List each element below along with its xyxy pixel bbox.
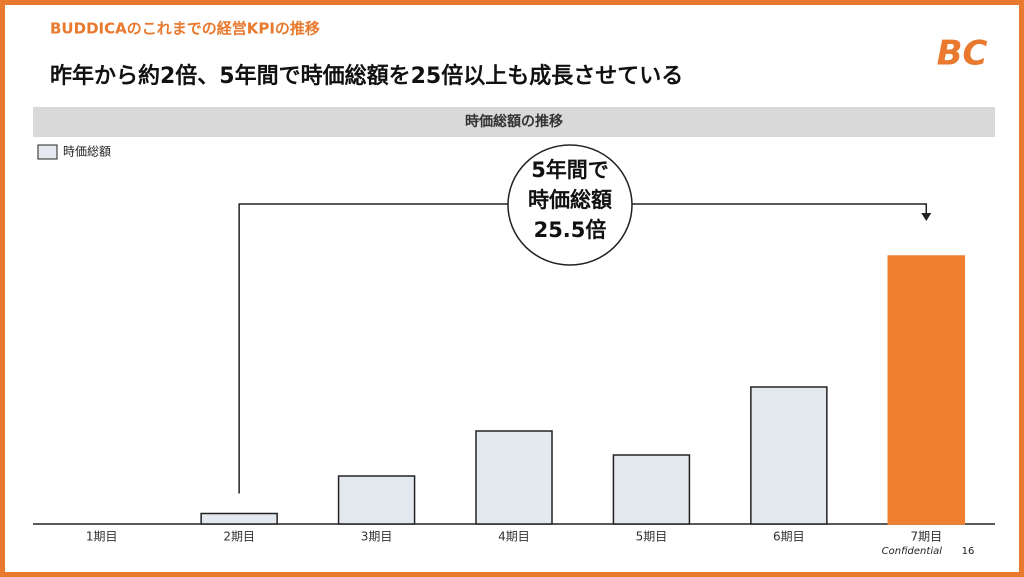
legend-swatch bbox=[37, 144, 58, 160]
x-tick-label: 3期目 bbox=[361, 530, 393, 544]
page-number: 16 bbox=[962, 546, 975, 557]
bar bbox=[750, 386, 828, 525]
bar bbox=[887, 255, 966, 525]
x-tick-label: 5期目 bbox=[636, 530, 668, 544]
bar bbox=[337, 475, 416, 525]
annotation-text: 25.5倍 bbox=[534, 218, 607, 242]
confidential: Confidential bbox=[882, 546, 943, 557]
section-title: BUDDICAのこれまでの経営KPIの推移 bbox=[50, 20, 320, 38]
annotation-text: 時価総額 bbox=[528, 188, 612, 212]
chart-title: 時価総額の推移 bbox=[465, 113, 563, 130]
arrow-head bbox=[921, 213, 932, 221]
bar bbox=[612, 454, 691, 525]
x-tick-label: 6期目 bbox=[773, 530, 805, 544]
x-tick-label: 1期目 bbox=[86, 530, 118, 544]
bar bbox=[475, 430, 553, 525]
annotation-bubble bbox=[507, 144, 633, 266]
headline: 昨年から約2倍、5年間で時価総額を25倍以上も成長させている bbox=[50, 63, 683, 89]
bar bbox=[200, 512, 278, 525]
x-tick-label: 2期目 bbox=[223, 530, 255, 544]
chart-title-bar bbox=[33, 107, 995, 137]
legend-label: 時価総額 bbox=[63, 145, 111, 159]
annotation-text: 5年間で bbox=[531, 158, 609, 182]
logo: BC bbox=[937, 34, 988, 74]
x-tick-label: 7期目 bbox=[910, 530, 942, 544]
x-tick-label: 4期目 bbox=[498, 530, 530, 544]
